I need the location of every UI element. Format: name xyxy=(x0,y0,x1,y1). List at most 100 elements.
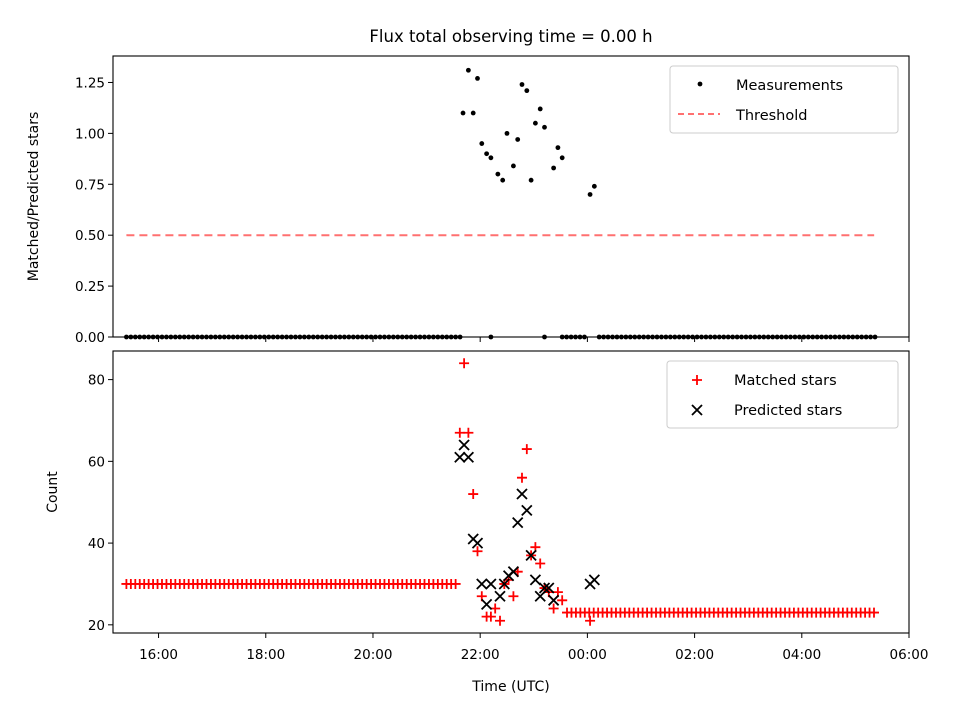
legend-measurements-label: Measurements xyxy=(736,78,843,94)
x-tick-label: 22:00 xyxy=(461,647,500,663)
matched-point xyxy=(459,358,470,369)
measurement-point xyxy=(519,82,525,87)
predicted-point xyxy=(480,598,493,611)
predicted-point xyxy=(538,582,551,594)
matched-point xyxy=(508,591,519,602)
legend-matched-glyph xyxy=(692,375,702,385)
y-tick-label: 0.50 xyxy=(75,228,105,244)
predicted-point xyxy=(512,517,524,529)
predicted-point xyxy=(462,451,475,463)
matched-point xyxy=(548,603,559,614)
y-tick-label: 20 xyxy=(88,618,105,634)
x-tick-label: 20:00 xyxy=(354,647,393,663)
y-tick-label: 80 xyxy=(88,373,105,389)
predicted-point xyxy=(521,504,533,517)
legend-matched-marker xyxy=(692,375,702,385)
predicted-point xyxy=(471,537,484,549)
ratio-legend: Measurements Threshold xyxy=(669,65,899,134)
predicted-point xyxy=(547,594,560,606)
predicted-point xyxy=(588,574,600,586)
legend-measurements-marker xyxy=(697,81,703,87)
measurement-point xyxy=(488,155,494,161)
measurement-point xyxy=(559,155,565,161)
count-panel: 20 40 60 80 16:00 18:00 20:00 22:00 00:00 02:00 04… xyxy=(45,350,929,695)
count-legend: Matched stars Predicted stars xyxy=(666,360,899,429)
matched-point xyxy=(485,611,496,622)
count-axes-frame xyxy=(112,350,910,634)
count-axes: 20 40 60 80 16:00 18:00 20:00 22:00 00:00 02:00 04… xyxy=(88,373,929,663)
matched-point xyxy=(463,427,474,438)
measurement-point xyxy=(504,130,510,136)
count-legend-box xyxy=(666,360,899,429)
ratio-axes-frame xyxy=(112,55,910,338)
matched-point xyxy=(521,444,532,455)
y-tick-label: 0.25 xyxy=(75,279,105,295)
predicted-point xyxy=(507,566,520,578)
x-tick-label: 00:00 xyxy=(568,647,607,663)
predicted-point xyxy=(516,488,528,500)
legend-predicted-marker xyxy=(691,404,703,416)
x-tick-label: 16:00 xyxy=(139,647,178,663)
x-tick-label: 02:00 xyxy=(675,647,714,663)
measurement-point xyxy=(475,75,480,81)
matched-point xyxy=(468,489,479,500)
count-y-axis-label: Count xyxy=(45,471,61,513)
ratio-marks xyxy=(124,67,878,340)
predicted-point xyxy=(494,590,506,602)
predicted-point xyxy=(476,578,488,590)
measurement-point xyxy=(484,151,490,157)
legend-predicted-glyph xyxy=(691,404,703,416)
predicted-point xyxy=(543,582,555,594)
y-tick-label: 1.25 xyxy=(75,75,105,91)
legend-threshold-label: Threshold xyxy=(735,108,807,124)
measurement-point xyxy=(500,177,506,183)
predicted-point xyxy=(458,439,470,451)
predicted-point xyxy=(525,549,537,561)
predicted-point xyxy=(529,574,542,586)
ratio-y-axis-label: Matched/Predicted stars xyxy=(26,112,42,282)
measurement-point xyxy=(537,106,543,112)
measurement-point xyxy=(551,165,557,171)
measurement-point xyxy=(470,110,476,116)
y-tick-label: 60 xyxy=(88,454,105,470)
measurement-point xyxy=(465,67,471,73)
predicted-point xyxy=(485,578,497,590)
matched-point xyxy=(495,615,506,626)
matched-point xyxy=(454,427,465,438)
count-marks xyxy=(121,358,879,626)
predicted-point xyxy=(498,578,510,590)
ratio-legend-box xyxy=(669,65,899,134)
matched-point xyxy=(516,472,527,483)
predicted-point xyxy=(534,590,546,602)
y-tick-label: 0.00 xyxy=(75,330,105,346)
measurement-point xyxy=(591,183,597,189)
measurement-point xyxy=(532,120,538,126)
measurement-point xyxy=(460,110,466,116)
measurement-point xyxy=(479,141,485,146)
x-axis-label: Time (UTC) xyxy=(471,679,549,695)
matched-point xyxy=(472,546,483,557)
predicted-point xyxy=(454,451,466,463)
ratio-panel: 0.00 0.25 0.50 0.75 1.00 1.25 Matched/Predict… xyxy=(26,55,910,346)
measurement-point xyxy=(528,177,534,183)
measurement-point xyxy=(495,171,501,177)
ratio-axes: 0.00 0.25 0.50 0.75 1.00 1.25 xyxy=(75,75,910,346)
matched-point xyxy=(450,578,461,589)
y-tick-label: 1.00 xyxy=(75,126,105,142)
legend-predicted-label: Predicted stars xyxy=(734,403,842,419)
matched-point xyxy=(535,558,546,569)
matched-point xyxy=(585,615,596,626)
measurement-point xyxy=(511,163,516,169)
x-tick-label: 18:00 xyxy=(246,647,285,663)
chart-title: Flux total observing time = 0.00 h xyxy=(369,27,652,46)
measurement-point xyxy=(555,145,561,151)
x-tick-label: 04:00 xyxy=(782,647,821,663)
matched-point xyxy=(868,607,879,618)
x-tick-label: 06:00 xyxy=(890,647,929,663)
matched-point xyxy=(557,595,568,606)
measurement-point xyxy=(542,124,547,130)
y-tick-label: 40 xyxy=(88,536,105,552)
measurement-point xyxy=(587,192,593,197)
measurement-point xyxy=(524,88,530,94)
